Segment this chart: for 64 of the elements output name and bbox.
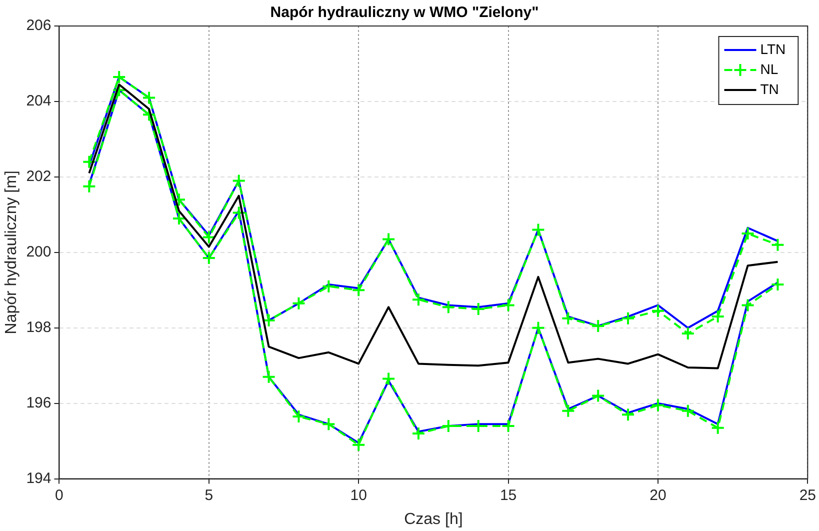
point: [262, 313, 276, 328]
y-tick-label: 196: [26, 394, 52, 412]
y-tick-label: 198: [26, 319, 52, 336]
point: [322, 417, 336, 432]
point: [650, 304, 665, 318]
legend-label: NL: [760, 60, 778, 77]
point: [740, 298, 755, 312]
point: [352, 283, 366, 298]
x-tick-label: 5: [204, 486, 214, 504]
point: [292, 296, 306, 310]
x-axis-title: Czas [h]: [404, 510, 463, 528]
point: [710, 420, 725, 435]
point: [471, 302, 486, 316]
y-tick-label: 206: [26, 17, 52, 34]
point: [710, 310, 725, 324]
point: [441, 300, 456, 314]
x-tick-label: 15: [500, 486, 517, 504]
point: [352, 438, 366, 452]
point: [172, 211, 186, 226]
point: [142, 90, 156, 105]
point: [202, 251, 216, 266]
point: [650, 398, 665, 412]
y-tick-label: 194: [26, 470, 52, 487]
point: [82, 179, 96, 194]
y-axis-title: Napór hydrauliczny [m]: [3, 170, 20, 334]
point: [202, 230, 216, 244]
point: [770, 277, 785, 292]
x-tick-label: 10: [350, 486, 367, 504]
point: [740, 226, 755, 241]
point: [561, 311, 576, 326]
point: [441, 418, 456, 433]
point: [382, 232, 396, 246]
legend-label: LTN: [760, 40, 786, 57]
point: [680, 326, 695, 341]
point: [561, 404, 576, 418]
point: [232, 206, 246, 220]
point: [591, 388, 606, 403]
x-tick-label: 20: [650, 486, 666, 504]
point: [382, 372, 396, 386]
point: [621, 408, 636, 422]
point: [292, 410, 306, 424]
point: [531, 222, 546, 237]
point: [232, 174, 246, 188]
point: [262, 370, 276, 384]
point: [531, 320, 546, 335]
x-tick-label: 25: [799, 486, 816, 504]
point: [411, 292, 426, 307]
point: [501, 418, 516, 433]
point: [680, 404, 695, 418]
y-tick-label: 200: [26, 244, 52, 261]
chart-title: Napór hydrauliczny w WMO "Zielony": [270, 4, 539, 22]
point: [411, 426, 426, 441]
point: [82, 154, 96, 169]
point: [591, 318, 606, 333]
point: [142, 108, 156, 122]
point: [112, 70, 126, 84]
x-tick-label: 0: [55, 486, 64, 504]
point: [621, 311, 636, 326]
point: [770, 238, 785, 252]
point: [501, 298, 516, 312]
point: [322, 279, 336, 294]
legend-label: TN: [760, 80, 779, 97]
y-tick-label: 202: [26, 168, 52, 186]
y-tick-label: 204: [26, 92, 52, 110]
